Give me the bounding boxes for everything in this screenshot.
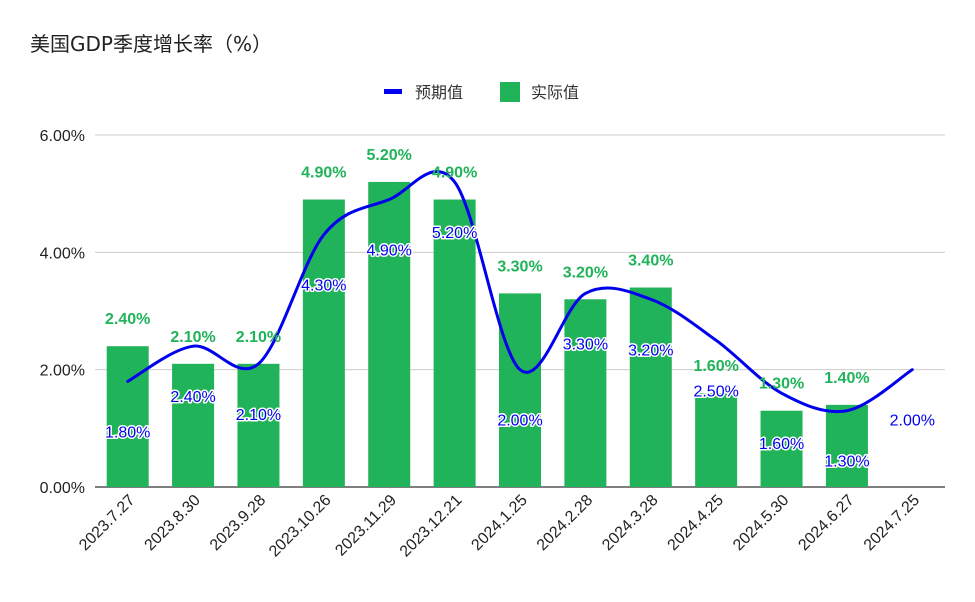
bar-actual	[564, 299, 607, 487]
x-tick-label: 2023.9.28	[207, 492, 269, 554]
x-tick-label: 2024.5.30	[730, 492, 792, 554]
y-tick-label: 2.00%	[40, 363, 85, 380]
data-label-expected: 2.40%	[170, 389, 215, 406]
data-label-expected: 4.30%	[301, 278, 346, 295]
data-label-expected: 1.30%	[824, 454, 869, 471]
y-axis: 0.00% 2.00% 4.00% 6.00%	[40, 128, 85, 497]
y-tick-label: 6.00%	[40, 128, 85, 145]
legend: 预期值 实际值	[384, 82, 579, 102]
bar-actual	[368, 181, 411, 487]
data-label-actual: 4.90%	[432, 165, 477, 182]
data-label-expected: 5.20%	[432, 225, 477, 242]
data-label-actual: 2.10%	[170, 329, 215, 346]
data-label-actual: 5.20%	[367, 147, 412, 164]
x-tick-label: 2023.7.27	[76, 492, 138, 554]
y-tick-label: 0.00%	[40, 480, 85, 497]
expected-line	[126, 169, 914, 414]
bar-actual	[237, 363, 280, 487]
x-tick-label: 2023.8.30	[142, 492, 204, 554]
x-tick-label: 2023.12.21	[397, 492, 466, 561]
data-label-expected: 1.60%	[759, 436, 804, 453]
bar-actual	[106, 346, 149, 487]
line-expected	[126, 169, 914, 414]
data-label-actual: 1.30%	[759, 376, 804, 393]
bar-actual	[302, 199, 345, 488]
y-tick-label: 4.00%	[40, 245, 85, 262]
legend-label-actual: 实际值	[531, 83, 579, 102]
legend-swatch-actual	[500, 82, 520, 102]
data-label-expected: 3.30%	[563, 336, 608, 353]
data-label-actual: 3.30%	[497, 258, 542, 275]
expected-labels: 1.80% 2.40% 2.10% 4.30% 4.90% 5.20% 2.00% 3.30%…	[104, 223, 937, 472]
bar-actual	[629, 287, 672, 487]
x-tick-label: 2024.7.25	[861, 492, 923, 554]
data-label-expected: 4.90%	[367, 243, 412, 260]
actual-labels: 2.40% 2.10% 2.10% 4.90% 5.20% 4.90% 3.30% 3.20%…	[105, 147, 870, 393]
data-label-actual: 4.90%	[301, 165, 346, 182]
data-label-actual: 3.20%	[563, 264, 608, 281]
data-label-expected: 2.10%	[236, 407, 281, 424]
bar-actual	[760, 410, 803, 487]
data-label-expected: 2.50%	[693, 383, 738, 400]
x-tick-label: 2024.3.28	[599, 492, 661, 554]
data-label-actual: 1.60%	[693, 358, 738, 375]
legend-swatch-expected	[384, 89, 402, 94]
bar-actual	[172, 363, 215, 487]
bars	[106, 181, 868, 488]
x-tick-label: 2024.2.28	[534, 492, 596, 554]
chart-title: 美国GDP季度增长率（%）	[30, 32, 272, 56]
data-label-expected: 3.20%	[628, 342, 673, 359]
x-tick-label: 2024.1.25	[468, 492, 530, 554]
data-label-actual: 1.40%	[824, 370, 869, 387]
data-label-actual: 2.40%	[105, 311, 150, 328]
bar-actual	[433, 199, 476, 488]
bar-actual	[499, 293, 541, 487]
data-label-expected: 2.00%	[890, 413, 935, 430]
x-tick-label: 2023.10.26	[266, 492, 335, 561]
bar-actual	[825, 404, 868, 487]
bar-actual	[695, 393, 738, 487]
x-tick-label: 2024.6.27	[795, 492, 857, 554]
data-label-expected: 1.80%	[105, 424, 150, 441]
x-axis: 2023.7.27 2023.8.30 2023.9.282023.10.26202…	[76, 492, 923, 561]
x-tick-label: 2023.11.29	[332, 492, 400, 560]
data-label-expected: 2.00%	[497, 413, 542, 430]
data-label-actual: 2.10%	[236, 329, 281, 346]
data-label-actual: 3.40%	[628, 253, 673, 270]
legend-label-expected: 预期值	[415, 83, 463, 102]
x-tick-label: 2024.4.25	[665, 492, 727, 554]
